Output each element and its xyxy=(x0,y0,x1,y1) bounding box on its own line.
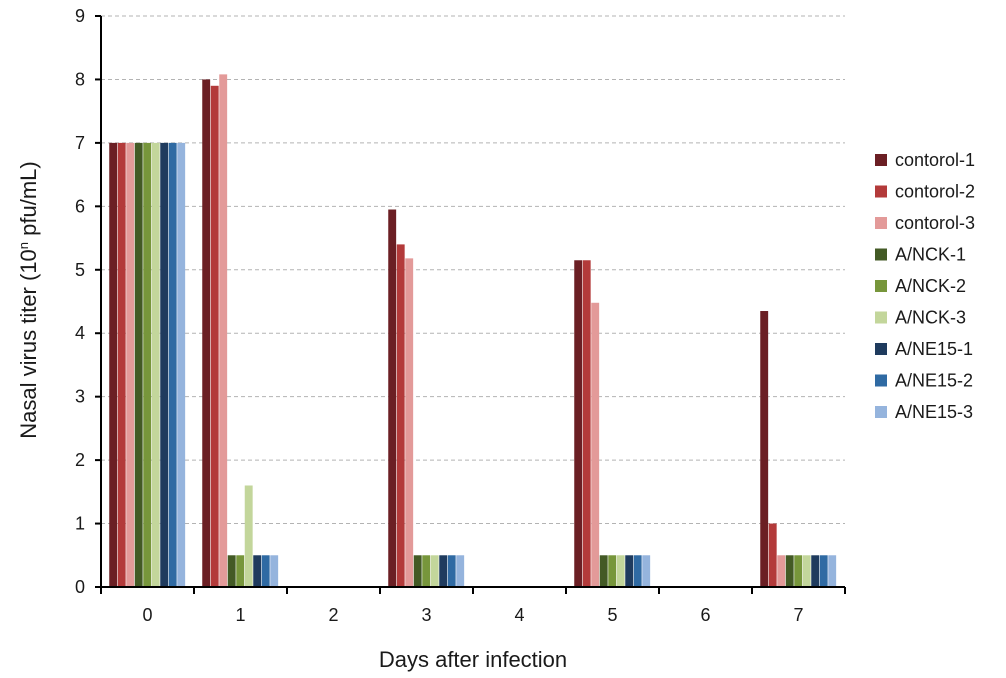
bar xyxy=(785,555,794,587)
bar xyxy=(599,555,608,587)
y-tick-label: 2 xyxy=(75,450,85,470)
bar xyxy=(616,555,625,587)
y-tick-label: 5 xyxy=(75,260,85,280)
bar xyxy=(439,555,448,587)
bar xyxy=(143,142,152,587)
x-ticks: 0 1 2 3 4 5 6 7 xyxy=(100,587,846,625)
bar xyxy=(261,555,270,587)
x-tick-label: 3 xyxy=(421,605,431,625)
bar xyxy=(802,555,811,587)
x-tick-label: 0 xyxy=(142,605,152,625)
bar xyxy=(117,142,126,587)
bar xyxy=(422,555,431,587)
bar xyxy=(168,142,177,587)
y-axis-title-tail: pfu/mL) xyxy=(16,161,41,242)
x-tick-label: 5 xyxy=(607,605,617,625)
y-tick-label: 4 xyxy=(75,323,85,343)
x-tick-label: 7 xyxy=(793,605,803,625)
bar xyxy=(591,302,600,587)
legend-swatch xyxy=(875,248,887,261)
bar xyxy=(608,555,617,587)
bar xyxy=(574,260,583,587)
y-ticks: 0 1 2 3 4 5 6 7 8 9 xyxy=(75,6,101,597)
y-tick-label: 7 xyxy=(75,133,85,153)
legend-swatch xyxy=(875,154,887,166)
bar xyxy=(388,209,397,587)
bar xyxy=(819,555,828,587)
bar xyxy=(126,142,135,587)
legend-label: A/NE15-3 xyxy=(895,402,973,422)
x-tick-label: 1 xyxy=(235,605,245,625)
bars xyxy=(109,74,837,588)
bar xyxy=(405,258,414,587)
legend-swatch xyxy=(875,374,887,387)
legend-swatch xyxy=(875,406,887,418)
bar xyxy=(177,142,186,587)
bar xyxy=(828,555,837,587)
y-tick-label: 9 xyxy=(75,6,85,26)
legend-label: A/NE15-2 xyxy=(895,371,973,391)
y-tick-label: 0 xyxy=(75,577,85,597)
gridlines xyxy=(101,15,845,525)
x-tick-label: 6 xyxy=(700,605,710,625)
bar xyxy=(642,555,651,587)
legend-swatch xyxy=(875,217,887,229)
bar xyxy=(794,555,803,587)
bar xyxy=(625,555,634,587)
legend-label: A/NCK-2 xyxy=(895,276,966,296)
bar xyxy=(270,555,279,587)
legend-label: A/NCK-1 xyxy=(895,245,966,265)
bar xyxy=(160,142,169,587)
bar xyxy=(253,555,262,587)
legend-label: contorol-2 xyxy=(895,182,975,202)
bar xyxy=(456,555,465,587)
legend: contorol-1 contorol-2 contorol-3 A/NCK-1 A/N… xyxy=(875,150,975,422)
bar xyxy=(109,142,118,587)
bar xyxy=(236,555,245,587)
x-tick-label: 2 xyxy=(328,605,338,625)
y-tick-label: 1 xyxy=(75,514,85,534)
bar xyxy=(134,142,143,587)
bar xyxy=(430,555,439,587)
legend-swatch xyxy=(875,280,887,292)
bar xyxy=(447,555,456,587)
y-tick-label: 3 xyxy=(75,387,85,407)
bar xyxy=(396,244,405,587)
bar xyxy=(811,555,820,587)
bar xyxy=(413,555,422,587)
bar xyxy=(202,79,211,587)
bar xyxy=(760,311,769,587)
y-tick-label: 8 xyxy=(75,69,85,89)
bar xyxy=(151,142,160,587)
legend-label: A/NE15-1 xyxy=(895,339,973,359)
bar xyxy=(633,555,642,587)
bar xyxy=(582,260,591,587)
legend-swatch xyxy=(875,185,887,198)
legend-label: contorol-3 xyxy=(895,213,975,233)
bar xyxy=(210,85,219,588)
y-tick-label: 6 xyxy=(75,196,85,216)
legend-swatch xyxy=(875,343,887,355)
legend-swatch xyxy=(875,311,887,324)
legend-label: A/NCK-3 xyxy=(895,308,966,328)
legend-label: contorol-1 xyxy=(895,150,975,170)
bar xyxy=(244,485,253,587)
bar xyxy=(219,74,228,587)
y-axis-title-sup: n xyxy=(16,242,31,249)
y-axis-title-main: Nasal virus titer (10 xyxy=(16,249,41,439)
y-axis-title: Nasal virus titer (10n pfu/mL) xyxy=(16,161,41,438)
bar xyxy=(227,555,236,587)
x-tick-label: 4 xyxy=(514,605,524,625)
bar xyxy=(768,523,777,587)
x-axis-title: Days after infection xyxy=(379,647,567,672)
bar xyxy=(777,555,786,587)
